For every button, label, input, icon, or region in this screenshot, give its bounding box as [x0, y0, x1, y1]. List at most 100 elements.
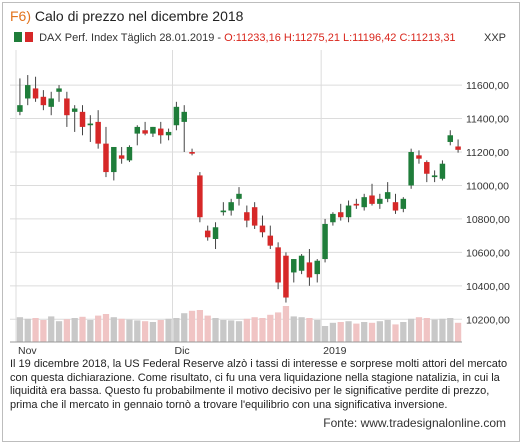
volume-bar	[259, 318, 266, 342]
volume-bar	[212, 318, 219, 342]
volume-bar	[454, 322, 462, 342]
candle-body	[134, 126, 141, 134]
candle-body	[392, 202, 399, 211]
y-tick-label: 10400,00	[466, 281, 510, 293]
volume-bar	[220, 320, 227, 342]
volume-bar	[439, 318, 446, 342]
candle-body	[283, 255, 289, 298]
volume-bar	[228, 320, 235, 342]
candle-body	[197, 175, 203, 218]
candle-body	[95, 121, 101, 144]
candle-body	[40, 96, 47, 106]
y-tick-label: 11600,00	[466, 80, 509, 92]
candle-body	[416, 155, 422, 159]
candle-body	[56, 88, 62, 92]
volume-bar	[400, 322, 407, 342]
volume-bar	[79, 316, 86, 342]
candle-body	[142, 130, 148, 134]
volume-bar	[87, 320, 94, 342]
candle-body	[71, 108, 78, 112]
candle-body	[173, 106, 180, 126]
candle-body	[204, 230, 211, 238]
candle-body	[32, 88, 39, 99]
y-tick-label: 11400,00	[466, 114, 509, 126]
figure-number: F6)	[10, 8, 31, 24]
candle-body	[212, 227, 219, 239]
candle-body	[17, 105, 23, 112]
volume-bar	[235, 321, 243, 342]
candle-body	[377, 198, 383, 204]
volume-bar	[384, 320, 391, 342]
candle-body	[400, 198, 407, 209]
currency-label: XXP	[483, 32, 506, 44]
candle-body	[314, 260, 320, 275]
candle-body	[103, 143, 109, 173]
legend-swatch-up	[14, 32, 22, 42]
volume-bar	[415, 317, 423, 342]
y-tick-label: 10200,00	[466, 314, 510, 326]
volume-bar	[329, 322, 337, 342]
volume-bar	[282, 306, 290, 342]
volume-bar	[134, 320, 141, 342]
candle-body	[24, 85, 31, 99]
candle-body	[150, 126, 156, 134]
candle-body	[259, 225, 266, 233]
candle-body	[118, 155, 125, 159]
candle-body	[220, 210, 227, 213]
candle-body	[267, 235, 274, 246]
legend-swatch-down	[25, 32, 33, 42]
volume-bar	[345, 321, 352, 342]
volume-bar	[243, 318, 250, 342]
volume-bar	[32, 318, 39, 342]
candle-body	[189, 152, 195, 154]
candle-body	[111, 146, 117, 173]
volume-bar	[71, 318, 78, 342]
volume-bar	[40, 320, 47, 342]
candle-body	[369, 195, 375, 204]
x-tick-label: 2019	[323, 345, 347, 357]
candle-body	[361, 197, 367, 208]
x-tick-label: Dic	[174, 345, 189, 357]
candle-body	[384, 192, 391, 199]
volume-bar	[126, 319, 133, 342]
volume-bar	[447, 318, 454, 342]
figure-frame	[2, 2, 520, 442]
candle-body	[322, 223, 328, 260]
volume-bar	[423, 318, 430, 342]
volume-bar	[408, 318, 415, 342]
candle-body	[431, 175, 438, 178]
y-tick-label: 10800,00	[466, 214, 510, 226]
candle-body	[158, 128, 164, 136]
candle-body	[298, 255, 305, 271]
volume-bar	[251, 317, 258, 342]
candle-body	[424, 162, 430, 174]
volume-bar	[63, 319, 70, 342]
volume-bar	[321, 326, 329, 342]
volume-bar	[181, 313, 188, 342]
volume-bar	[110, 317, 117, 342]
candle-body	[353, 203, 360, 206]
candle-body	[79, 111, 86, 127]
candle-body	[228, 202, 234, 211]
volume-bar	[204, 315, 211, 342]
legend-ohlc: O:11233,16 H:11275,21 L:11196,42 C:11213…	[224, 32, 456, 44]
candle-body	[306, 262, 313, 278]
chart-caption: Il 19 dicembre 2018, la US Federal Reser…	[10, 358, 508, 411]
candle-body	[275, 247, 281, 283]
volume-bar	[314, 320, 321, 342]
x-tick-label: Nov	[18, 345, 37, 357]
candle-body	[181, 111, 187, 122]
volume-bar	[188, 310, 196, 342]
candle-body	[408, 152, 414, 186]
candle-body	[244, 212, 250, 221]
chart-legend: DAX Perf. Index Täglich 28.01.2019 - O:1…	[14, 32, 456, 44]
volume-bar	[48, 316, 55, 342]
candle-body	[455, 146, 461, 150]
volume-bar	[141, 321, 149, 342]
candle-body	[251, 207, 258, 226]
volume-bar	[368, 322, 376, 342]
volume-bar	[16, 317, 24, 342]
volume-bar	[392, 324, 399, 342]
candle-body	[236, 193, 242, 199]
